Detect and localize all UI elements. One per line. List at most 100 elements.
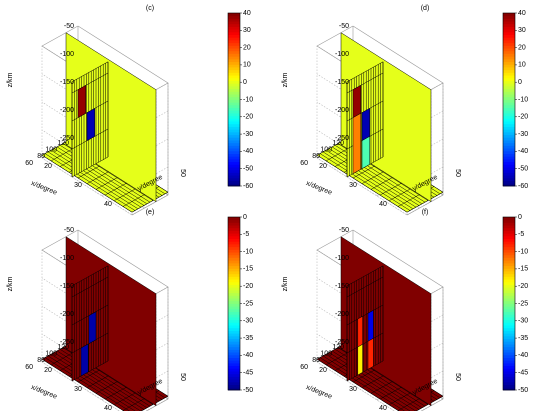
colorbar-cell bbox=[503, 287, 515, 291]
colorbar-cell bbox=[228, 180, 240, 184]
z-tick-label: -150 bbox=[60, 79, 74, 86]
colorbar-cell bbox=[228, 303, 240, 307]
y-tick-label: 40 bbox=[104, 405, 112, 411]
z-tick-label: -50 bbox=[339, 227, 349, 234]
z-tick-label: -50 bbox=[64, 23, 74, 30]
colorbar-cell bbox=[228, 115, 240, 119]
colorbar-cell bbox=[228, 113, 240, 117]
slices bbox=[316, 32, 444, 213]
colorbar-cell bbox=[228, 140, 240, 144]
colorbar-cell bbox=[503, 29, 515, 33]
colorbar-cell bbox=[503, 379, 515, 383]
colorbar-cell bbox=[503, 115, 515, 119]
x-axis-label: x/degree bbox=[305, 180, 333, 197]
colorbar-cell bbox=[503, 37, 515, 41]
colorbar-tick-label: 30 bbox=[518, 27, 526, 34]
colorbar-cell bbox=[228, 219, 240, 223]
colorbar-cell bbox=[503, 230, 515, 234]
colorbar-cell bbox=[228, 346, 240, 350]
colorbar-cell bbox=[503, 225, 515, 229]
colorbar-cell bbox=[503, 381, 515, 385]
colorbar-cell bbox=[228, 322, 240, 326]
colorbar-cell bbox=[228, 295, 240, 299]
x-tick-label: 80 bbox=[37, 357, 45, 364]
colorbar-cell bbox=[503, 360, 515, 364]
y-tick-label: 40 bbox=[379, 201, 387, 208]
colorbar-cell bbox=[228, 298, 240, 302]
floor-grid-line bbox=[41, 358, 125, 411]
colorbar-cell bbox=[503, 338, 515, 342]
anomaly-block bbox=[367, 309, 374, 342]
x-tick-label: 100 bbox=[320, 147, 332, 154]
colorbar-cell bbox=[503, 244, 515, 248]
colorbar-cell bbox=[503, 91, 515, 95]
colorbar-cell bbox=[228, 131, 240, 136]
colorbar-cell bbox=[503, 121, 515, 125]
colorbar-cell bbox=[503, 252, 515, 256]
y-tick-label: 20 bbox=[44, 163, 52, 170]
colorbar-cell bbox=[228, 241, 240, 245]
z-tick-label: -250 bbox=[60, 135, 74, 142]
colorbar-tick-label: -50 bbox=[518, 387, 528, 394]
colorbar-tick-label: -35 bbox=[518, 335, 528, 342]
colorbar-cell bbox=[503, 104, 515, 109]
colorbar-cell bbox=[228, 335, 240, 340]
colorbar-cell bbox=[228, 260, 240, 264]
colorbar-tick-label: -30 bbox=[243, 131, 253, 138]
z-tick-label: -150 bbox=[335, 283, 349, 290]
colorbar-tick-label: 0 bbox=[518, 79, 522, 86]
colorbar-cell bbox=[228, 161, 240, 165]
colorbar-cell bbox=[228, 273, 240, 277]
x-axis-label: x/degree bbox=[305, 384, 333, 401]
colorbar-cell bbox=[503, 142, 515, 146]
colorbar-cell bbox=[503, 34, 515, 38]
colorbar-cell bbox=[228, 53, 240, 57]
anomaly-block bbox=[361, 135, 371, 170]
colorbar-cell bbox=[503, 26, 515, 30]
colorbar-cell bbox=[503, 118, 515, 122]
xz-grid-line bbox=[346, 332, 384, 354]
colorbar-cell bbox=[228, 158, 240, 163]
colorbar-cell bbox=[228, 72, 240, 76]
colorbar-cell bbox=[228, 352, 240, 356]
colorbar-cell bbox=[228, 271, 240, 275]
colorbar-tick-label: -10 bbox=[243, 248, 253, 255]
colorbar-cell bbox=[228, 387, 240, 391]
colorbar-cell bbox=[503, 134, 515, 138]
colorbar-cell bbox=[228, 99, 240, 103]
colorbar-cell bbox=[228, 300, 240, 304]
colorbar-cell bbox=[503, 222, 515, 226]
y-tick-label: 50 bbox=[454, 373, 461, 381]
z-tick-label: -100 bbox=[335, 255, 349, 262]
colorbar-cell bbox=[228, 325, 240, 329]
colorbar-cell bbox=[228, 167, 240, 171]
colorbar-cell bbox=[503, 227, 515, 231]
colorbar-cell bbox=[503, 333, 515, 337]
colorbar-tick-label: -10 bbox=[518, 248, 528, 255]
colorbar-tick-label: -5 bbox=[518, 231, 524, 238]
colorbar-cell bbox=[503, 56, 515, 60]
colorbar-cell bbox=[503, 99, 515, 103]
colorbar-cell bbox=[503, 94, 515, 98]
y-tick-label: 20 bbox=[319, 367, 327, 374]
colorbar-cell bbox=[503, 365, 515, 369]
colorbar-cell bbox=[228, 134, 240, 138]
colorbar-cell bbox=[503, 295, 515, 299]
colorbar-cell bbox=[503, 183, 515, 187]
colorbar-cell bbox=[503, 148, 515, 152]
colorbar-cell bbox=[503, 268, 515, 272]
anomaly-block bbox=[357, 315, 363, 348]
colorbar-cell bbox=[228, 249, 240, 253]
colorbar-cell bbox=[503, 18, 515, 22]
colorbar-cell bbox=[503, 368, 515, 372]
colorbar-cell bbox=[228, 379, 240, 383]
colorbar-cell bbox=[503, 102, 515, 106]
panel-title: (c) bbox=[146, 5, 154, 12]
colorbar-cell bbox=[228, 58, 240, 63]
colorbar-cell bbox=[503, 83, 515, 87]
colorbar-cell bbox=[503, 273, 515, 277]
colorbar-tick-label: 0 bbox=[243, 214, 247, 221]
colorbar-cell bbox=[228, 281, 240, 285]
colorbar-cell bbox=[228, 29, 240, 33]
